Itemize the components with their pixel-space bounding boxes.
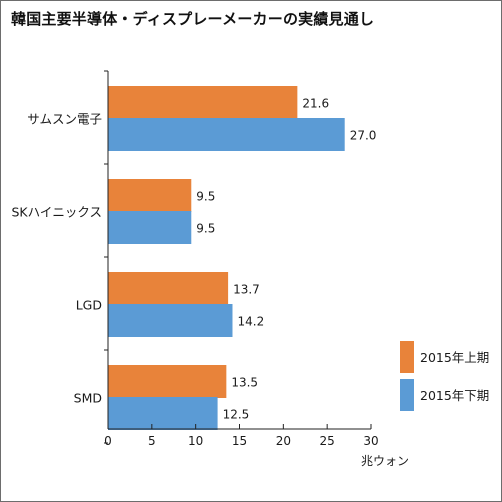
category-label-2: LGD <box>76 298 102 313</box>
bar-0-series-0 <box>108 86 298 119</box>
bar-1-series-0 <box>108 179 192 212</box>
value-label-3-series-1: 12.5 <box>223 408 250 422</box>
x-tick-label-2: 10 <box>188 434 203 448</box>
legend-label-1: 2015年下期 <box>420 388 489 403</box>
y-axis: サムスン電子 SKハイニックス LGD SMD <box>11 70 109 444</box>
bar-3-series-0 <box>108 365 227 398</box>
bars-group <box>108 86 345 430</box>
bar-2-series-1 <box>108 304 233 337</box>
x-tick-label-3: 15 <box>232 434 247 448</box>
legend-swatch-1 <box>400 379 414 411</box>
bar-1-series-1 <box>108 211 192 244</box>
legend-label-0: 2015年上期 <box>420 350 489 365</box>
value-label-2-series-0: 13.7 <box>233 283 260 297</box>
bar-3-series-1 <box>108 397 218 430</box>
value-label-3-series-0: 13.5 <box>231 376 258 390</box>
value-label-0-series-1: 27.0 <box>350 129 377 143</box>
x-axis-unit-label: 兆ウォン <box>361 454 409 468</box>
value-labels-group: 21.6 27.0 9.5 9.5 13.7 14.2 13.5 12.5 <box>196 97 376 422</box>
x-axis: 0 5 10 15 20 25 30 兆ウォン <box>104 424 409 468</box>
value-label-1-series-1: 9.5 <box>196 222 215 236</box>
value-label-2-series-1: 14.2 <box>237 315 264 329</box>
legend: 2015年上期 2015年下期 <box>400 341 489 411</box>
bar-0-series-1 <box>108 118 345 151</box>
bar-2-series-0 <box>108 272 229 305</box>
x-tick-label-4: 20 <box>276 434 291 448</box>
chart-title: 韓国主要半導体・ディスプレーメーカーの実績見通し <box>11 10 375 28</box>
value-label-1-series-0: 9.5 <box>196 190 215 204</box>
value-label-0-series-0: 21.6 <box>302 97 329 111</box>
x-tick-label-6: 30 <box>363 434 378 448</box>
legend-swatch-0 <box>400 341 414 373</box>
category-label-3: SMD <box>74 391 102 406</box>
category-label-0: サムスン電子 <box>27 112 102 127</box>
x-tick-label-5: 25 <box>320 434 335 448</box>
x-tick-label-0: 0 <box>104 434 112 448</box>
x-tick-label-1: 5 <box>148 434 156 448</box>
category-label-1: SKハイニックス <box>11 205 102 220</box>
